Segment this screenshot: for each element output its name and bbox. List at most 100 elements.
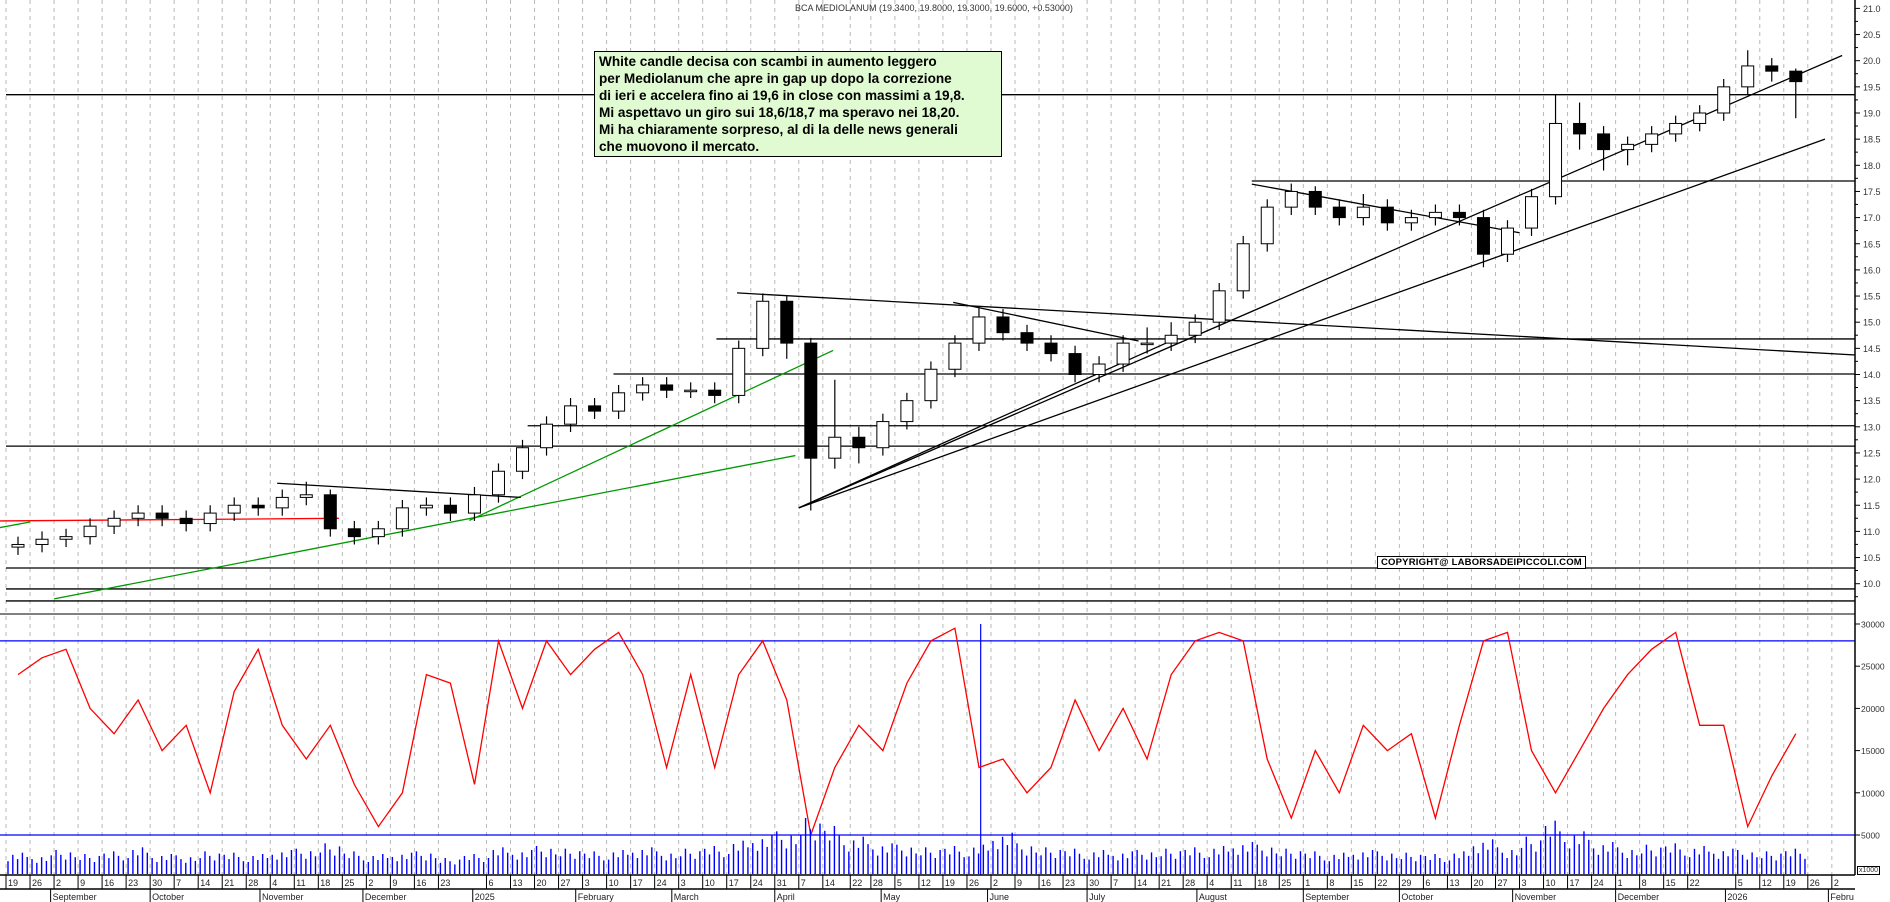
trendline-green [469,349,834,522]
price-tick-label: 19.5 [1863,82,1881,92]
candle-body [1476,217,1490,255]
date-tick-label: 13 [1449,878,1459,888]
date-tick-label: 2 [993,878,998,888]
candle-body [323,494,337,530]
horizontal-levels [6,94,1855,602]
candle-body [1645,133,1659,145]
price-tick-label: 20.0 [1863,56,1881,66]
date-tick-label: 21 [224,878,234,888]
price-tick-label: 19.0 [1863,109,1881,119]
price-tick-label: 14.0 [1863,370,1881,380]
date-tick-label: 20 [537,878,547,888]
candle-body [1500,227,1514,255]
date-tick-label: 13 [513,878,523,888]
oscillator-tick-label: 30000 [1861,620,1885,630]
candle-body [1741,65,1755,88]
candle-body [35,538,49,545]
date-tick-label: 6 [488,878,493,888]
trendline-black [277,482,521,499]
copyright-label: COPYRIGHT@ LABORSADEIPICCOLI.COM [1377,556,1586,569]
price-tick-label: 13.5 [1863,396,1881,406]
month-label: April [777,892,795,902]
candle-body [732,347,746,396]
candlesticks [11,50,1803,555]
date-tick-label: 5 [897,878,902,888]
candle-body [1116,342,1130,365]
candle-body [1597,133,1611,151]
trendline-black [798,54,1843,509]
oscillator-tick-label: 5000 [1861,831,1880,841]
date-tick-label: 27 [561,878,571,888]
annotation-line: Mi ha chiaramente sorpreso, al di la del… [599,122,958,137]
candle-body [660,384,674,391]
price-tick-label: 21.0 [1863,4,1881,14]
month-label: August [1199,892,1228,902]
candle-body [59,536,73,540]
candle-body [395,507,409,530]
date-tick-label: 28 [248,878,258,888]
date-tick-label: 17 [633,878,643,888]
candle-body [107,517,121,527]
date-tick-label: 24 [1594,878,1604,888]
annotation-line: che muovono il mercato. [599,139,760,154]
candle-body [1188,321,1202,336]
date-tick-label: 25 [1281,878,1291,888]
annotation-line: di ieri e accelera fino ai 19,6 in close… [599,88,965,103]
candle-body [1717,86,1731,114]
candle-body [1020,332,1034,344]
candle-body [1044,342,1058,355]
candle-body [1068,353,1082,375]
date-tick-label: 23 [128,878,138,888]
date-tick-label: 17 [1570,878,1580,888]
date-tick-label: 28 [873,878,883,888]
month-label: October [1401,892,1433,902]
price-tick-label: 12.5 [1863,448,1881,458]
month-label: 2026 [1727,892,1747,902]
date-tick-label: 7 [1113,878,1118,888]
date-tick-label: 23 [440,878,450,888]
candle-body [1621,143,1635,151]
date-tick-label: 15 [1666,878,1676,888]
date-tick-label: 2 [56,878,61,888]
month-label: November [262,892,304,902]
date-tick-label: 14 [200,878,210,888]
chart-title: BCA MEDIOLANUM (19.3400, 19.8000, 19.300… [795,3,1073,13]
candle-body [1428,211,1442,219]
oscillator-tick-label: 25000 [1861,662,1885,672]
date-tick-label: 16 [416,878,426,888]
trendline-green [53,454,796,600]
date-tick-label: 25 [344,878,354,888]
annotation-box: White candle decisa con scambi in aument… [594,51,1002,157]
candle-body [299,494,313,498]
month-label: September [1305,892,1349,902]
candle-body [155,512,169,519]
date-tick-label: 6 [1425,878,1430,888]
month-label: November [1515,892,1557,902]
date-tick-label: 3 [585,878,590,888]
price-tick-label: 17.5 [1863,187,1881,197]
candle-body [11,543,25,548]
date-tick-label: 19 [945,878,955,888]
annotation-line: per Mediolanum che apre in gap up dopo l… [599,71,952,86]
date-tick-label: 28 [1185,878,1195,888]
date-tick-label: 18 [1257,878,1267,888]
candle-body [1356,206,1370,219]
trendline-black [736,292,1887,358]
date-tick-label: 21 [1161,878,1171,888]
price-tick-label: 16.5 [1863,239,1881,249]
date-tick-label: 18 [320,878,330,888]
date-tick-label: 7 [801,878,806,888]
date-tick-label: 24 [753,878,763,888]
candle-body [467,494,481,514]
price-tick-label: 15.5 [1863,292,1881,302]
annotation-line: Mi aspettavo un giro sui 18,6/18,7 ma sp… [599,105,960,120]
date-tick-label: 8 [1329,878,1334,888]
candle-body [1380,206,1394,224]
date-tick-label: 7 [176,878,181,888]
date-tick-label: 19 [8,878,18,888]
date-tick-label: 1 [1305,878,1310,888]
volume-bars [7,818,1806,874]
price-tick-label: 16.0 [1863,265,1881,275]
date-tick-label: 3 [681,878,686,888]
date-tick-label: 29 [1401,878,1411,888]
